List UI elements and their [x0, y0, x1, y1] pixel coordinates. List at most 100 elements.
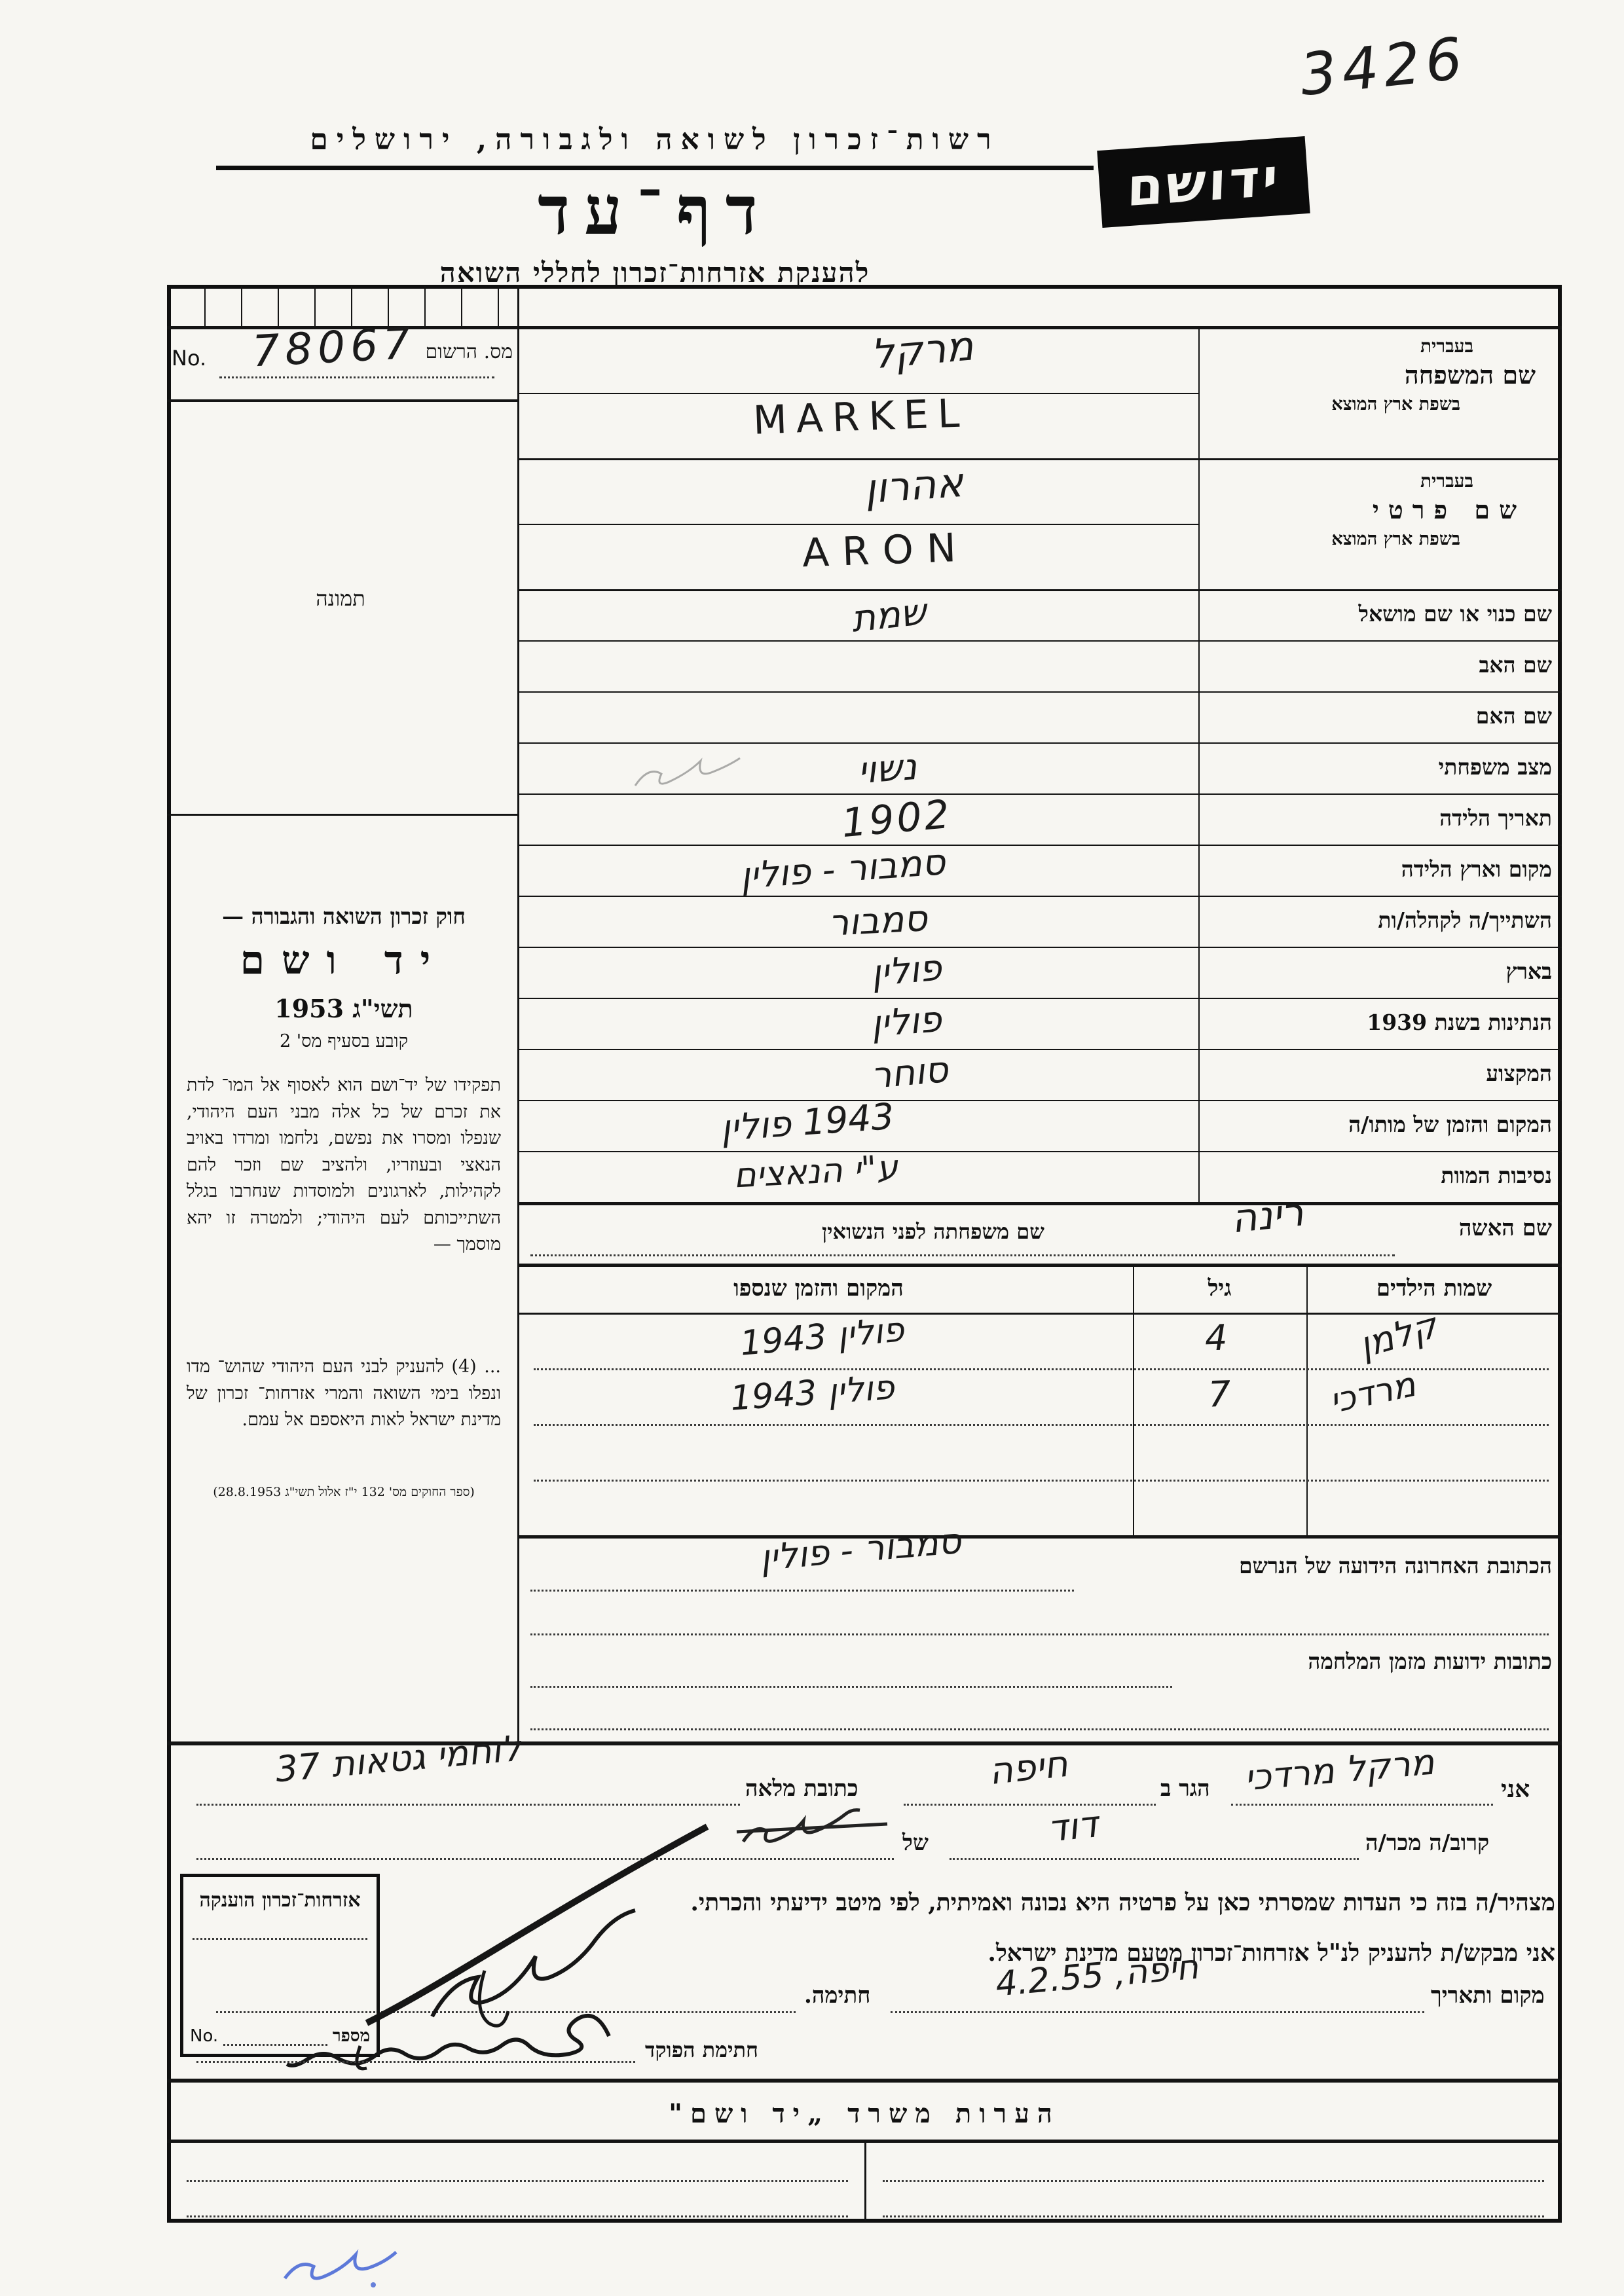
law-footnote: (ספר החוקים מס' 132 י"ז אלול תשי"ג 28.8.…	[213, 1485, 475, 1499]
photo-bottom-rule	[167, 814, 517, 816]
field-label-birth-date: תאריך הלידה	[1439, 805, 1552, 831]
decl-relation-value: דוד	[1045, 1803, 1100, 1851]
notes-dotted-line	[883, 2215, 1544, 2217]
yad-vashem-logo-text: ידושם	[1126, 146, 1282, 218]
decl-i-dotted-line	[1231, 1804, 1493, 1806]
cell-divider	[241, 286, 242, 326]
wartime-address-label: כתובות ידועות מזמן המלחמה	[1308, 1649, 1552, 1674]
grant-box-dotted-line	[193, 1938, 367, 1940]
decl-address-label: כתובת מלאה	[745, 1776, 858, 1802]
field-label-mother: שם האם	[1475, 703, 1552, 729]
row-rule	[517, 589, 1562, 591]
place-date-label: מקום ותאריך	[1431, 1982, 1545, 2009]
office-notes-title: הערות משרד „יד ושם"	[669, 2098, 1060, 2129]
value-father: שמת	[849, 591, 929, 641]
notes-column-divider	[864, 2140, 866, 2221]
label-column-divider	[1198, 326, 1200, 1202]
last-address-dotted-line-2	[530, 1633, 1549, 1635]
grant-box: אזרחות־זכרון הוענקה מספר No.	[180, 1874, 380, 2057]
row-rule	[517, 998, 1562, 999]
law-paragraph-2: ... (4) להעניק לבני העם היהודי שהוש־ מדו…	[187, 1357, 501, 1430]
form-title: דף־עד	[538, 172, 772, 250]
field-label-birth-place: מקום וארץ הלידה	[1401, 856, 1552, 882]
official-signature-dotted-line	[196, 2061, 635, 2063]
children-row-dotted-line	[534, 1368, 1549, 1370]
children-table-bottom-rule	[517, 1535, 1562, 1539]
section-rule-thick	[517, 1202, 1562, 1205]
row-rule	[517, 1151, 1562, 1152]
row-rule	[517, 845, 1562, 846]
field-label-citizenship: הנתינות בשנת 1939	[1367, 1010, 1552, 1035]
value-profession: סוחר	[869, 1048, 950, 1097]
grant-box-no-label: No.	[190, 2026, 219, 2046]
law-paragraph-1: תפקידו של יד־ושם הוא לאסוף אל המו־ לדת א…	[187, 1075, 501, 1254]
official-signature	[286, 2013, 611, 2071]
children-names-header: שמות הילדים	[1376, 1275, 1492, 1302]
child-row-age: 7	[1207, 1373, 1232, 1415]
value-country: פולין	[869, 946, 944, 994]
row-rule	[517, 524, 1198, 525]
marital-scribble	[634, 757, 741, 786]
value-given-latin: ARON	[801, 524, 970, 577]
field-label-given-origin: בשפת ארץ המוצא	[1331, 529, 1460, 549]
field-label-marital: מצב משפחתי	[1438, 754, 1552, 780]
decl-relation-dotted-line	[950, 1858, 1359, 1860]
wartime-address-dotted-line	[530, 1686, 1172, 1688]
value-marital: נשוי	[856, 745, 919, 793]
row-rule	[517, 1100, 1562, 1101]
row-rule	[517, 793, 1562, 795]
field-label-given-main: שם פרטי	[1372, 495, 1526, 524]
registration-dotted-line	[219, 376, 494, 378]
value-family-latin: MARKEL	[752, 390, 970, 444]
official-signature-label: חתימת הפוקד	[645, 2037, 758, 2062]
row-rule	[517, 947, 1562, 948]
form-subtitle: להענקת אזרחות־זכרון לחללי השואה	[439, 257, 870, 289]
cell-divider	[461, 286, 462, 326]
decl-residing-label: הגר ב	[1160, 1776, 1210, 1802]
children-table-top-rule	[517, 1264, 1562, 1267]
grant-box-number-label: מספר	[332, 2026, 370, 2046]
notes-dotted-line	[883, 2180, 1544, 2182]
signature-dotted-line	[216, 2011, 796, 2013]
children-header-rule	[517, 1313, 1562, 1315]
field-label-country: בארץ	[1505, 958, 1553, 984]
blue-pen-mark	[283, 2249, 397, 2287]
law-year: תשי"ג 1953	[274, 994, 413, 1023]
field-label-given-hebrew: בעברית	[1420, 470, 1473, 492]
wife-value: רינה	[1228, 1189, 1306, 1243]
children-row-dotted-line	[534, 1480, 1549, 1482]
notes-dotted-line	[187, 2180, 848, 2182]
yad-vashem-logo: ידושם	[1099, 138, 1308, 226]
cell-divider	[498, 286, 499, 326]
field-label-family-origin: בשפת ארץ המוצא	[1331, 394, 1460, 414]
decl-of-dotted-line	[196, 1858, 894, 1860]
field-label-community: השתייך/ה לקהלה/ות	[1378, 907, 1552, 933]
field-label-given: בעברית שם פרטי בשפת ארץ המוצא	[1208, 470, 1552, 549]
law-heading: חוק זכרון השואה והגבורה —	[222, 903, 466, 929]
cell-divider	[204, 286, 206, 326]
place-date-dotted-line	[891, 2011, 1424, 2013]
row-rule	[517, 896, 1562, 897]
law-name: יד ושם	[240, 938, 448, 983]
decl-i-label: אני	[1501, 1776, 1530, 1803]
notes-top-rule	[167, 2079, 1562, 2083]
signature-label: חתימה.	[804, 1982, 871, 2009]
value-given-hebrew: אהרון	[862, 458, 965, 513]
last-address-dotted-line	[530, 1590, 1074, 1592]
children-col-divider-place-age	[1133, 1264, 1134, 1535]
row-rule	[517, 458, 1562, 460]
field-label-profession: המקצוע	[1486, 1061, 1552, 1086]
child-row-age: 4	[1204, 1317, 1228, 1359]
row-rule	[517, 742, 1562, 744]
registration-no-label: No.	[172, 346, 207, 371]
field-label-circumstances: נסיבות המוות	[1441, 1163, 1552, 1188]
cell-divider	[278, 286, 279, 326]
upper-section-bottom-rule	[167, 1741, 1562, 1745]
decl-of-label: של	[902, 1830, 929, 1856]
authority-title: רשות־זכרון לשואה ולגבורה, ירושלים	[216, 123, 1094, 170]
form-frame	[167, 285, 1562, 2223]
cell-divider	[314, 286, 316, 326]
decl-address-dotted-line	[196, 1804, 740, 1806]
grant-box-number-dotted	[223, 2027, 327, 2046]
cell-divider	[351, 286, 352, 326]
